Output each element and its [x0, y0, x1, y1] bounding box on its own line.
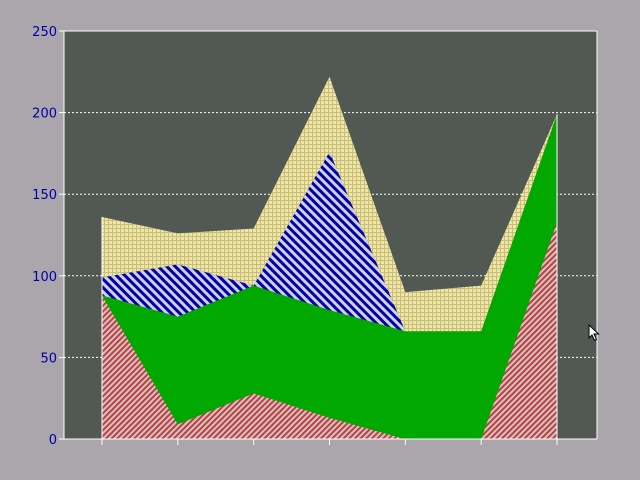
area-series-2 [102, 114, 557, 440]
area-series-3 [102, 114, 557, 332]
area-series-4 [102, 76, 557, 332]
y-tick-label: 50 [40, 351, 57, 366]
y-tick-label: 0 [49, 433, 57, 448]
y-tick-label: 100 [32, 270, 57, 285]
axes: 0 50 100 150 200 250 [32, 25, 598, 448]
y-tick-label: 250 [32, 25, 57, 40]
series-areas [101, 76, 558, 440]
y-tick-label: 150 [32, 188, 57, 203]
y-tick-label: 200 [32, 107, 57, 122]
area-series-1 [102, 221, 557, 439]
mouse-cursor-icon [588, 324, 600, 342]
